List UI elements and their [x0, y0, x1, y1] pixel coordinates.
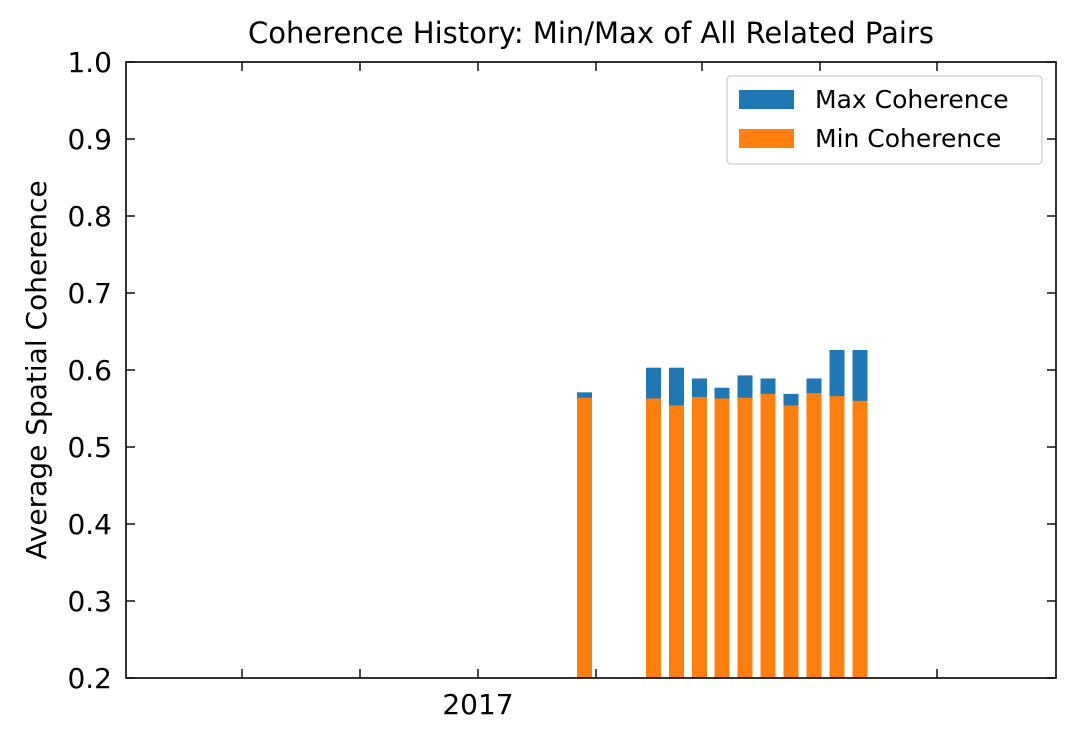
- legend-box: [726, 75, 1043, 165]
- min-bar-6: [760, 393, 776, 678]
- min-bar-10: [852, 400, 868, 678]
- chart-title: Coherence History: Min/Max of All Relate…: [248, 16, 934, 50]
- min-bar-3: [692, 396, 707, 678]
- legend-swatch-min: [739, 129, 794, 148]
- plot-frame: [125, 61, 1057, 679]
- y-tick-label-7: 0.9: [67, 123, 112, 156]
- min-bar-5: [737, 397, 753, 678]
- legend-label-min: Min Coherence: [815, 124, 1001, 153]
- y-tick-label-5: 0.7: [67, 277, 112, 310]
- y-tick-label-6: 0.8: [67, 200, 112, 233]
- y-tick-label-8: 1.0: [67, 46, 112, 79]
- y-axis-label: Average Spatial Coherence: [20, 180, 53, 559]
- legend-swatch-max: [739, 90, 794, 109]
- y-tick-label-0: 0.2: [67, 662, 112, 695]
- y-tick-label-4: 0.6: [67, 354, 112, 387]
- min-coherence-bars: [577, 393, 868, 678]
- min-bar-7: [783, 405, 799, 678]
- min-bar-1: [646, 398, 661, 678]
- x-tick-label-2017: 2017: [442, 688, 513, 721]
- min-bar-2: [669, 405, 684, 678]
- min-bar-4: [714, 398, 730, 678]
- min-bar-8: [806, 393, 822, 678]
- legend-label-max: Max Coherence: [815, 85, 1009, 114]
- min-bar-0: [577, 397, 592, 678]
- y-tick-label-2: 0.4: [67, 508, 112, 541]
- legend: Max Coherence Min Coherence: [726, 75, 1043, 165]
- y-tick-label-3: 0.5: [67, 431, 112, 464]
- min-bar-9: [829, 396, 845, 678]
- y-tick-label-1: 0.3: [67, 585, 112, 618]
- y-tick-labels: 0.2 0.3 0.4 0.5 0.6 0.7 0.8 0.9 1.0: [67, 46, 112, 695]
